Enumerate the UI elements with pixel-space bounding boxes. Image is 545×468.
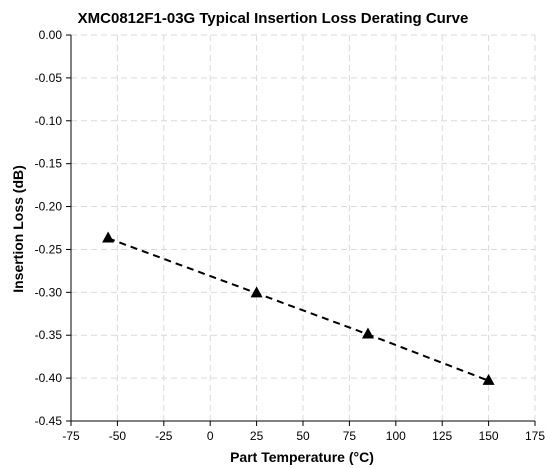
x-tick-label: 0	[207, 429, 214, 443]
x-tick-label: -25	[155, 429, 173, 443]
y-tick-label: -0.25	[35, 242, 63, 256]
x-tick-label: 175	[525, 429, 545, 443]
x-tick-label: 25	[250, 429, 264, 443]
chart-title: XMC0812F1-03G Typical Insertion Loss Der…	[78, 10, 469, 27]
y-axis-label: Insertion Loss (dB)	[10, 165, 26, 293]
x-tick-label: -50	[109, 429, 127, 443]
y-tick-label: -0.05	[35, 71, 63, 85]
x-tick-label: 150	[479, 429, 499, 443]
data-point-triangle	[250, 286, 263, 298]
x-tick-label: 50	[296, 429, 310, 443]
x-tick-labels: -75 -50 -25 0 25 50 75 100 125 150 175	[62, 429, 545, 443]
x-tick-label: 125	[432, 429, 452, 443]
y-tick-label: -0.45	[35, 414, 63, 428]
x-axis-label: Part Temperature (°C)	[230, 449, 374, 465]
y-tick-labels: 0.00 -0.05 -0.10 -0.15 -0.20 -0.25 -0.30 -0.35 -…	[35, 28, 63, 428]
data-series	[102, 231, 495, 385]
y-tick-label: -0.15	[35, 157, 63, 171]
grid-lines	[71, 34, 536, 421]
series-line	[107, 237, 489, 382]
data-point-triangle	[361, 327, 374, 339]
data-point-triangle	[102, 231, 115, 243]
x-tick-label: -75	[62, 429, 80, 443]
y-tick-label: 0.00	[39, 28, 63, 42]
axes	[66, 34, 536, 426]
y-tick-label: -0.40	[35, 371, 63, 385]
x-tick-label: 75	[343, 429, 357, 443]
x-tick-label: 100	[386, 429, 406, 443]
data-point-triangle	[482, 373, 495, 385]
y-tick-label: -0.10	[35, 114, 63, 128]
y-tick-label: -0.30	[35, 285, 63, 299]
y-tick-label: -0.20	[35, 200, 63, 214]
y-tick-label: -0.35	[35, 328, 63, 342]
